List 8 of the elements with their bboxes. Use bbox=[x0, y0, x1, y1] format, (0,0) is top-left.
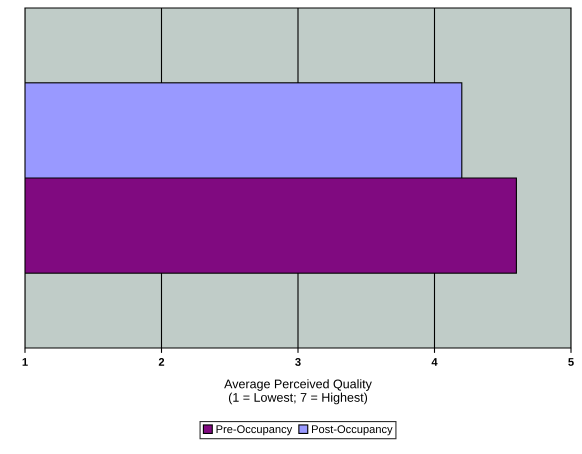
legend-label: Post-Occupancy bbox=[312, 425, 393, 436]
x-tick-label: 2 bbox=[158, 358, 164, 366]
x-tick-label: 3 bbox=[295, 358, 301, 366]
x-tick-label: 4 bbox=[432, 358, 438, 366]
x-tick-label: 1 bbox=[22, 358, 28, 366]
legend-label: Pre-Occupancy bbox=[216, 425, 292, 436]
x-tick-label: 5 bbox=[568, 358, 574, 366]
x-axis-title: Average Perceived Quality (1 = Lowest; 7 = Highest) bbox=[224, 379, 372, 404]
